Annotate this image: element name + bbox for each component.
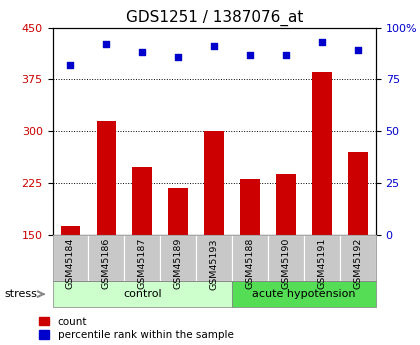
Point xyxy=(354,48,361,53)
Bar xyxy=(348,152,368,235)
Text: acute hypotension: acute hypotension xyxy=(252,289,356,299)
Text: GSM45192: GSM45192 xyxy=(354,238,362,289)
Bar xyxy=(132,167,152,235)
Point xyxy=(247,52,254,57)
Point xyxy=(283,52,289,57)
Text: GSM45190: GSM45190 xyxy=(281,238,291,289)
Text: GSM45191: GSM45191 xyxy=(318,238,326,289)
Bar xyxy=(240,179,260,235)
Point xyxy=(139,50,146,55)
Point xyxy=(103,41,110,47)
Legend: count, percentile rank within the sample: count, percentile rank within the sample xyxy=(39,317,234,340)
Point xyxy=(211,43,218,49)
Title: GDS1251 / 1387076_at: GDS1251 / 1387076_at xyxy=(126,10,303,26)
Text: GSM45189: GSM45189 xyxy=(174,238,183,289)
Point xyxy=(319,39,326,45)
Text: GSM45187: GSM45187 xyxy=(138,238,147,289)
Text: GSM45193: GSM45193 xyxy=(210,238,219,289)
Bar xyxy=(97,121,116,235)
Bar xyxy=(312,72,332,235)
Text: stress: stress xyxy=(4,289,37,299)
Text: GSM45186: GSM45186 xyxy=(102,238,111,289)
Bar xyxy=(60,226,80,235)
Text: GSM45184: GSM45184 xyxy=(66,238,75,289)
Point xyxy=(175,54,181,59)
Point xyxy=(67,62,74,68)
Bar xyxy=(204,131,224,235)
Bar xyxy=(276,174,296,235)
Text: GSM45188: GSM45188 xyxy=(246,238,255,289)
Bar xyxy=(168,188,188,235)
Text: control: control xyxy=(123,289,162,299)
